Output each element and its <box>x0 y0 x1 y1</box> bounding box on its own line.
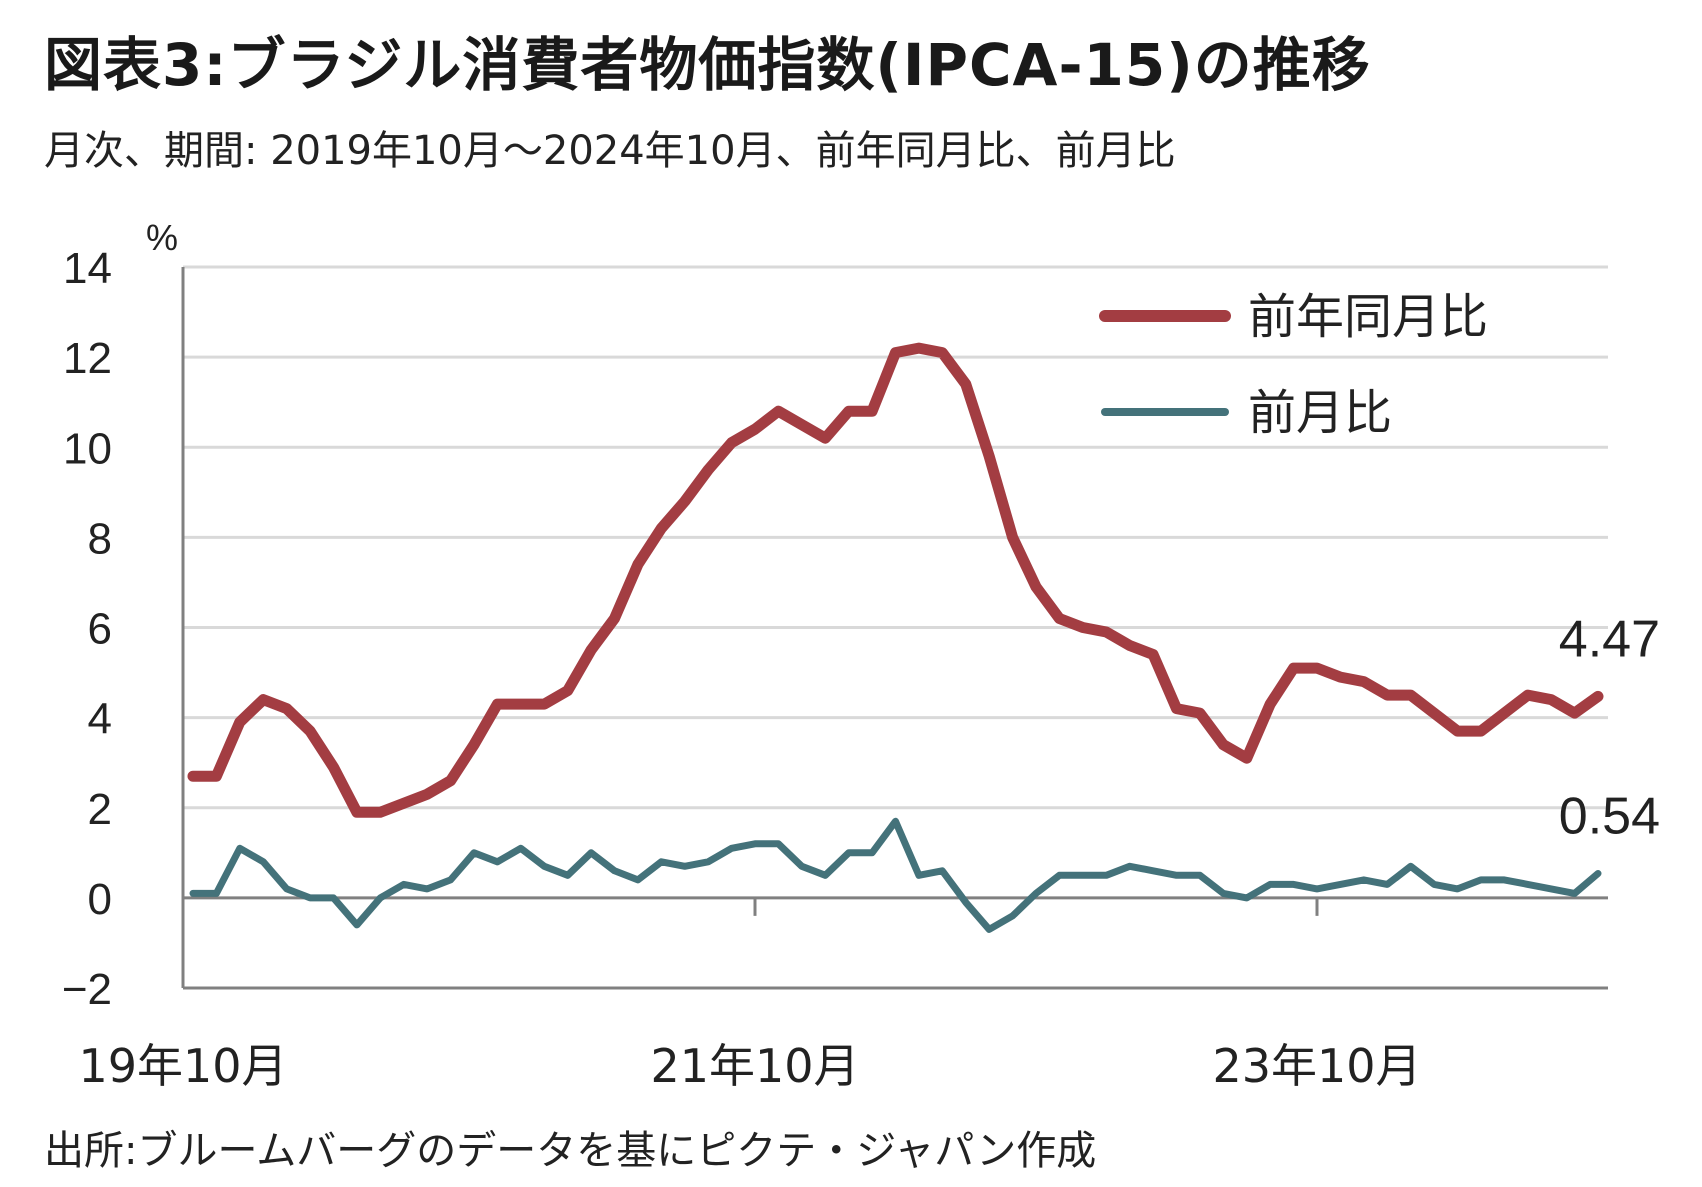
y-tick-label: 2 <box>88 785 112 834</box>
y-tick-labels: 14 12 10 8 6 4 2 0 −2% <box>62 217 178 1014</box>
chart-subtitle: 月次、期間: 2019年10月～2024年10月、前年同月比、前月比 <box>44 128 1176 174</box>
x-tick-label: 23年10月 <box>1212 1039 1421 1093</box>
series-line-mom <box>189 817 1602 933</box>
x-tick-label: 19年10月 <box>78 1039 287 1093</box>
legend-label-yoy: 前年同月比 <box>1248 289 1488 345</box>
source-note: 出所:ブルームバーグのデータを基にピクテ・ジャパン作成 <box>44 1128 1097 1174</box>
axes <box>181 267 1608 990</box>
y-tick-label: 8 <box>88 514 112 563</box>
series-lines <box>187 342 1604 933</box>
y-tick-label: 12 <box>63 334 112 383</box>
end-label-mom: 0.54 <box>1559 788 1660 846</box>
y-unit-label: % <box>146 217 178 258</box>
y-tick-label: 14 <box>63 244 112 293</box>
x-tick-labels: 19年10月 21年10月 23年10月 <box>78 1039 1421 1093</box>
gridlines <box>183 265 1608 810</box>
y-tick-label: −2 <box>62 965 112 1014</box>
chart-title: 図表3:ブラジル消費者物価指数(IPCA-15)の推移 <box>44 31 1371 99</box>
y-tick-label: 0 <box>88 875 112 924</box>
end-label-yoy: 4.47 <box>1559 610 1660 668</box>
end-labels: 4.47 0.54 <box>1559 610 1660 845</box>
y-tick-label: 6 <box>88 605 112 654</box>
series-line-yoy <box>187 342 1604 818</box>
y-tick-label: 10 <box>63 424 112 473</box>
legend-label-mom: 前月比 <box>1248 385 1392 441</box>
y-tick-label: 4 <box>88 695 112 744</box>
x-tick-label: 21年10月 <box>650 1039 859 1093</box>
